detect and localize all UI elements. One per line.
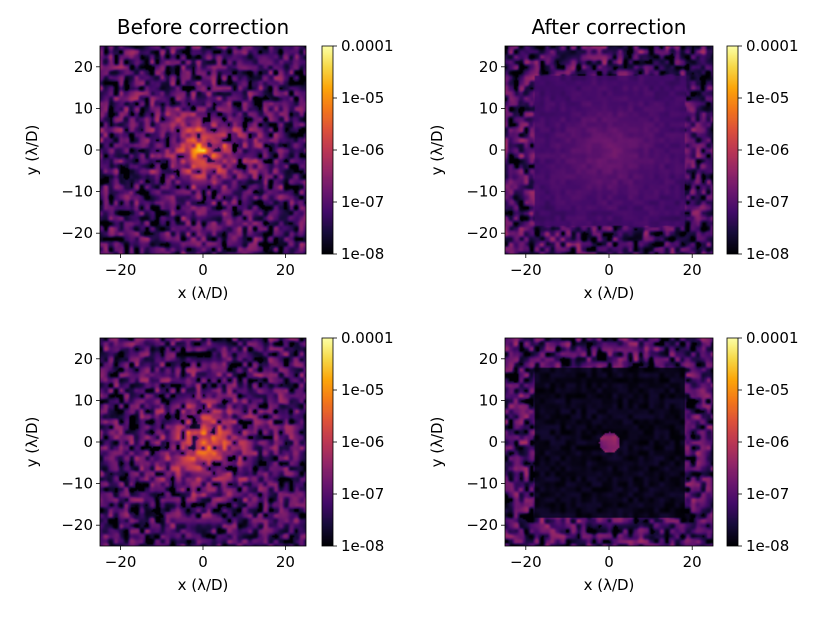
panel-1: Before correction −20 0 20 −20 −10 0 10 20 x (λ/D… bbox=[23, 15, 394, 302]
y-tick-label: 10 bbox=[74, 391, 93, 409]
colorbar-gradient bbox=[727, 46, 738, 254]
y-tick-label: 0 bbox=[83, 141, 93, 159]
colorbar-gradient bbox=[322, 338, 333, 546]
colorbar-tick-label: 1e-07 bbox=[341, 485, 384, 503]
colorbar-tick-label: 1e-08 bbox=[746, 537, 789, 555]
y-tick-label: 0 bbox=[488, 141, 498, 159]
y-tick-label: 0 bbox=[488, 433, 498, 451]
colorbar-tick-label: 1e-08 bbox=[341, 245, 384, 263]
x-tick-label: −20 bbox=[510, 261, 542, 279]
colorbar-tick-label: 0.0001 bbox=[341, 37, 394, 55]
colorbar-tick-label: 1e-06 bbox=[341, 433, 384, 451]
x-axis-label: x (λ/D) bbox=[178, 284, 229, 302]
colorbar-tick-label: 0.0001 bbox=[341, 329, 394, 347]
heatmap-image bbox=[505, 338, 713, 546]
colorbar-tick-label: 1e-06 bbox=[341, 141, 384, 159]
colorbar-tick-label: 1e-06 bbox=[746, 141, 789, 159]
colorbar-tick-label: 1e-07 bbox=[341, 193, 384, 211]
panel-3: −20 0 20 −20 −10 0 10 20 x (λ/D) y (λ/D) 1e-08 1e-0… bbox=[23, 329, 394, 594]
colorbar-tick-label: 1e-05 bbox=[341, 381, 384, 399]
colorbar-tick-label: 1e-07 bbox=[746, 485, 789, 503]
x-axis-label: x (λ/D) bbox=[584, 576, 635, 594]
colorbar-tick-label: 0.0001 bbox=[746, 37, 799, 55]
y-axis-label: y (λ/D) bbox=[23, 417, 41, 468]
panel-4: −20 0 20 −20 −10 0 10 20 x (λ/D) y (λ/D) 1e-08 1e-0… bbox=[428, 329, 799, 594]
colorbar-gradient bbox=[727, 338, 738, 546]
x-tick-label: 20 bbox=[683, 553, 702, 571]
colorbar-tick-label: 1e-08 bbox=[746, 245, 789, 263]
y-tick-label: 20 bbox=[74, 350, 93, 368]
y-tick-label: 10 bbox=[479, 391, 498, 409]
panel-title: Before correction bbox=[117, 15, 289, 39]
x-tick-label: 0 bbox=[198, 261, 208, 279]
y-tick-label: −20 bbox=[61, 224, 93, 242]
x-tick-label: −20 bbox=[105, 553, 137, 571]
y-tick-label: −20 bbox=[61, 516, 93, 534]
x-tick-label: 0 bbox=[604, 553, 614, 571]
y-tick-label: −10 bbox=[466, 183, 498, 201]
y-axis-label: y (λ/D) bbox=[23, 125, 41, 176]
y-tick-label: −20 bbox=[466, 224, 498, 242]
y-tick-label: −10 bbox=[61, 475, 93, 493]
colorbar-tick-label: 1e-08 bbox=[341, 537, 384, 555]
colorbar-tick-label: 1e-05 bbox=[746, 89, 789, 107]
x-tick-label: 20 bbox=[276, 261, 295, 279]
x-tick-label: 20 bbox=[276, 553, 295, 571]
panel-title: After correction bbox=[532, 15, 687, 39]
colorbar-tick-label: 1e-05 bbox=[341, 89, 384, 107]
x-axis-label: x (λ/D) bbox=[178, 576, 229, 594]
x-axis-label: x (λ/D) bbox=[584, 284, 635, 302]
x-tick-label: 0 bbox=[198, 553, 208, 571]
heatmap-image bbox=[100, 338, 306, 546]
y-tick-label: 20 bbox=[74, 58, 93, 76]
colorbar-tick-label: 1e-05 bbox=[746, 381, 789, 399]
x-tick-label: 0 bbox=[604, 261, 614, 279]
y-tick-label: 20 bbox=[479, 58, 498, 76]
colorbar-tick-label: 1e-07 bbox=[746, 193, 789, 211]
x-tick-label: −20 bbox=[105, 261, 137, 279]
y-tick-label: 10 bbox=[74, 99, 93, 117]
y-tick-label: −10 bbox=[466, 475, 498, 493]
x-tick-label: −20 bbox=[510, 553, 542, 571]
colorbar-tick-label: 1e-06 bbox=[746, 433, 789, 451]
y-axis-label: y (λ/D) bbox=[428, 417, 446, 468]
y-tick-label: 0 bbox=[83, 433, 93, 451]
colorbar-gradient bbox=[322, 46, 333, 254]
y-tick-label: −20 bbox=[466, 516, 498, 534]
heatmap-image bbox=[100, 46, 306, 254]
y-tick-label: 20 bbox=[479, 350, 498, 368]
heatmap-image bbox=[505, 46, 713, 254]
panel-2: After correction −20 0 20 −20 −10 0 10 20 x (λ/D)… bbox=[428, 15, 799, 302]
y-axis-label: y (λ/D) bbox=[428, 125, 446, 176]
y-tick-label: 10 bbox=[479, 99, 498, 117]
colorbar-tick-label: 0.0001 bbox=[746, 329, 799, 347]
y-tick-label: −10 bbox=[61, 183, 93, 201]
x-tick-label: 20 bbox=[683, 261, 702, 279]
